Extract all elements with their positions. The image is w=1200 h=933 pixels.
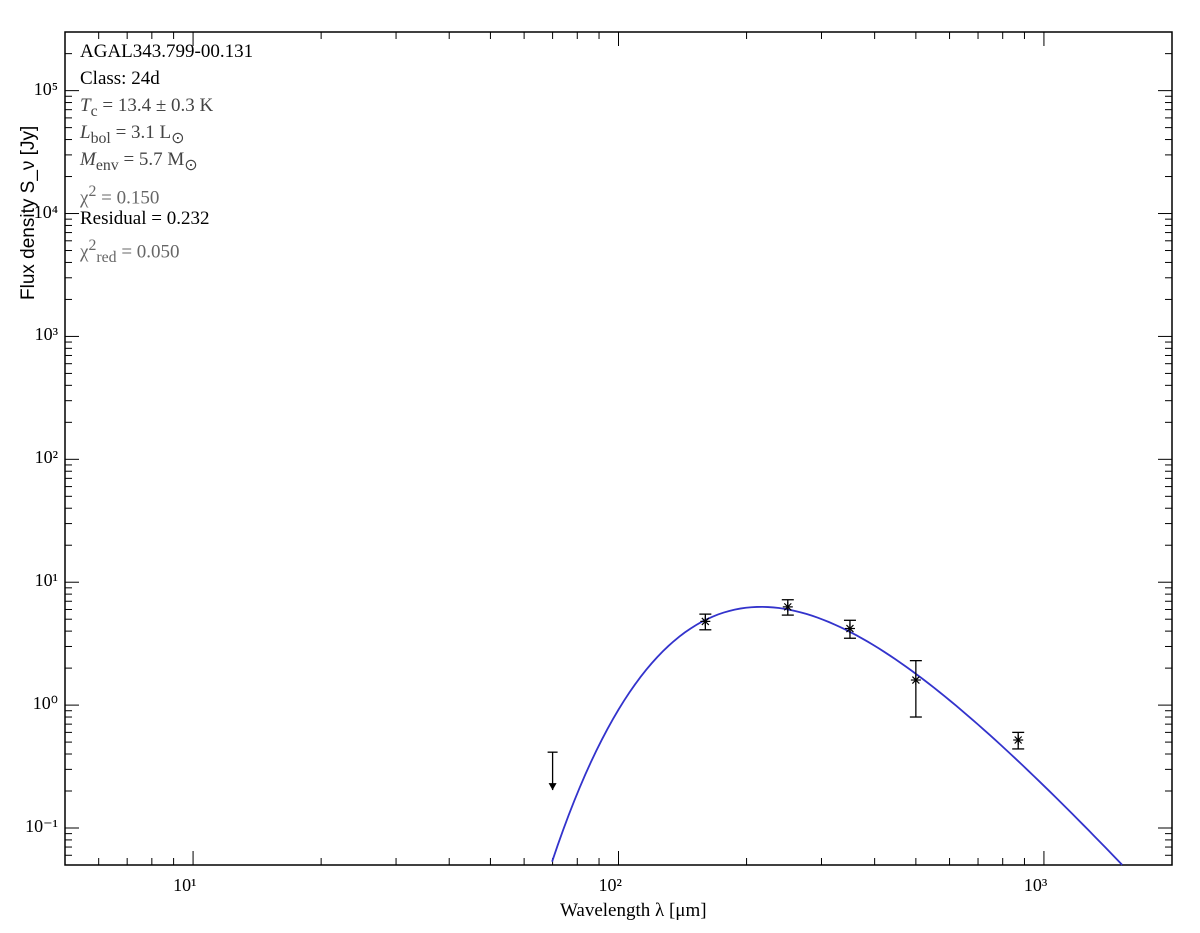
y-tick-label-10: 10¹ xyxy=(10,570,58,591)
y-tick-label-100: 10² xyxy=(10,447,58,468)
class-label-prefix: Class: xyxy=(80,68,131,89)
y-tick-label-1: 10⁰ xyxy=(10,693,58,714)
y-tick-label-100000: 10⁵ xyxy=(10,79,58,100)
sed-chart: 10¹ 10² 10³ 10⁻¹ 10⁰ 10¹ 10² 10³ 10⁴ 10⁵ Wavelen… xyxy=(0,0,1200,933)
class-label: Class: 24d xyxy=(80,65,160,92)
y-axis-title: Flux density S_ν [Jy] xyxy=(18,126,40,300)
residual-label: Residual = 0.232 xyxy=(80,205,209,232)
axis-ticks xyxy=(65,32,1172,865)
plot-border xyxy=(65,32,1172,865)
x-tick-label-10: 10¹ xyxy=(173,875,196,896)
x-tick-label-100: 10² xyxy=(599,875,622,896)
object-name-label: AGAL343.799-00.131 xyxy=(80,38,253,65)
data-point-4[interactable] xyxy=(910,661,922,717)
data-point-0[interactable] xyxy=(548,752,558,790)
data-point-5[interactable] xyxy=(1012,732,1024,749)
chi2red-label: χ2red = 0.050 xyxy=(80,232,180,271)
model-fit-curve xyxy=(552,607,1122,865)
y-tick-label-0.1: 10⁻¹ xyxy=(10,816,58,837)
x-axis-title: Wavelength λ [μm] xyxy=(560,900,707,922)
data-point-2[interactable] xyxy=(782,600,794,615)
data-points[interactable] xyxy=(548,600,1025,790)
menv-label: Menv = 5.7 M⊙ xyxy=(80,146,198,179)
y-tick-label-1000: 10³ xyxy=(10,324,58,345)
x-tick-label-1000: 10³ xyxy=(1024,875,1047,896)
data-point-1[interactable] xyxy=(699,614,711,630)
